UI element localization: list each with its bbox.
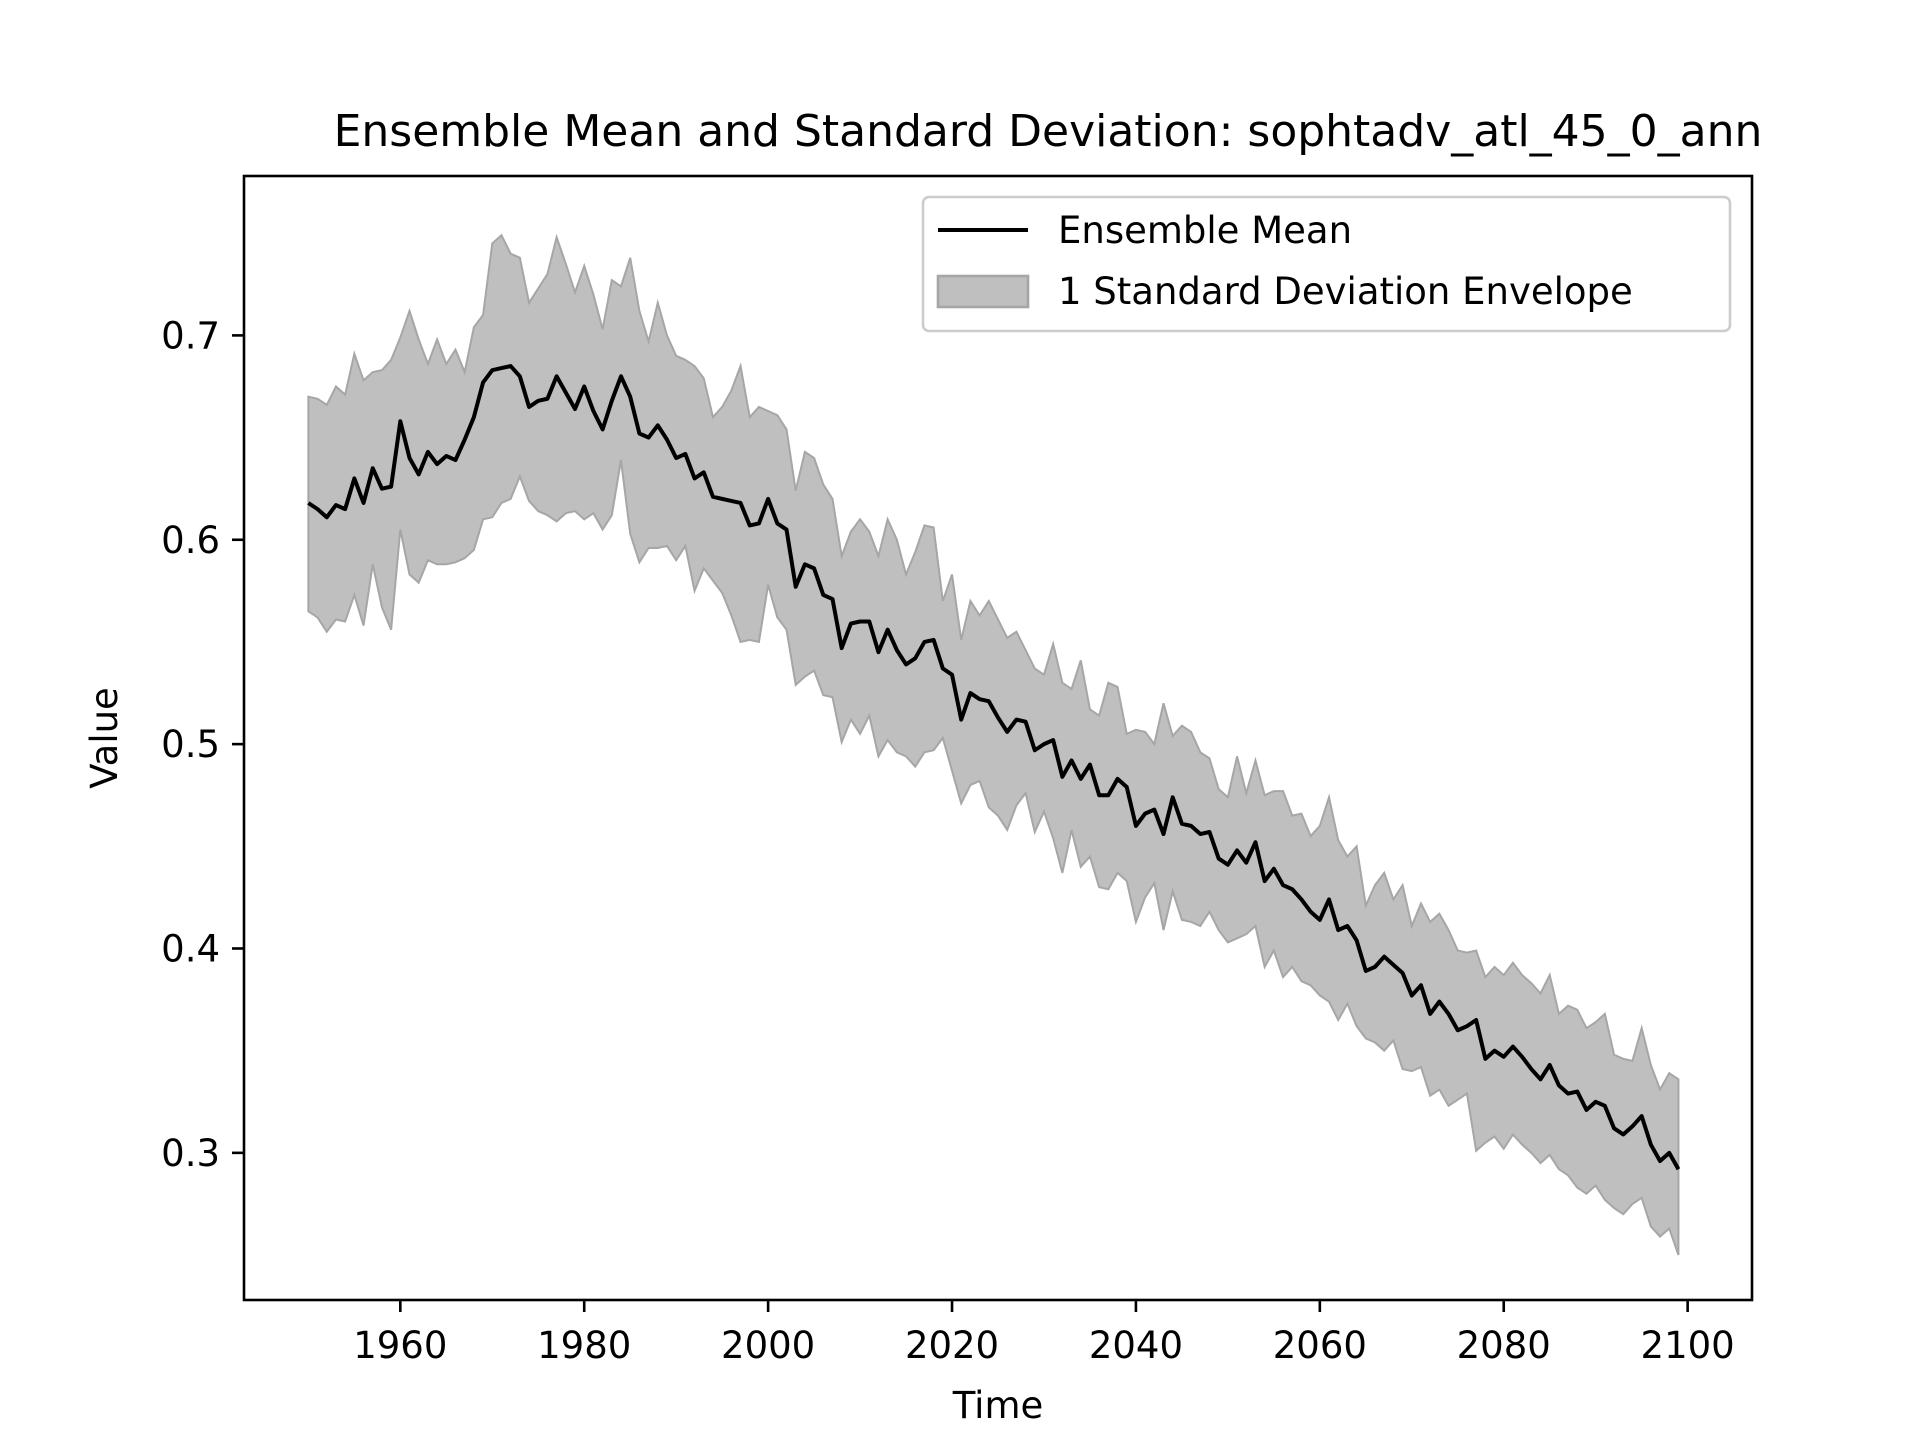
legend-envelope-swatch xyxy=(936,274,1030,309)
x-tick-label: 1960 xyxy=(353,1324,447,1367)
x-axis-ticks: 1960 1980 2000 2020 2040 2060 2080 2100 xyxy=(353,1300,1735,1367)
y-axis-ticks: 0.3 0.4 0.5 0.6 0.7 xyxy=(161,314,244,1175)
y-tick-label: 0.4 xyxy=(161,927,220,970)
x-tick-label: 2080 xyxy=(1457,1324,1551,1367)
x-tick-label: 2040 xyxy=(1089,1324,1183,1367)
legend-box xyxy=(921,195,1732,333)
y-axis-label: Value xyxy=(83,687,126,789)
legend-mean-label: Ensemble Mean xyxy=(1058,209,1352,252)
y-tick-label: 0.7 xyxy=(161,314,220,357)
x-tick-label: 2020 xyxy=(905,1324,999,1367)
x-tick-label: 1980 xyxy=(537,1324,631,1367)
y-tick-label: 0.3 xyxy=(161,1132,220,1175)
ensemble-mean-line xyxy=(307,364,1681,1171)
legend: Ensemble Mean 1 Standard Deviation Envel… xyxy=(921,195,1732,333)
x-tick-label: 2100 xyxy=(1641,1324,1735,1367)
y-tick-label: 0.5 xyxy=(161,723,220,766)
x-tick-label: 2000 xyxy=(721,1324,815,1367)
std-envelope xyxy=(307,233,1680,1256)
chart-title: Ensemble Mean and Standard Deviation: so… xyxy=(334,106,1763,157)
legend-envelope-label: 1 Standard Deviation Envelope xyxy=(1058,270,1633,313)
x-tick-label: 2060 xyxy=(1273,1324,1367,1367)
x-axis-label: Time xyxy=(952,1384,1044,1427)
axes-frame xyxy=(242,174,1754,1302)
y-tick-label: 0.6 xyxy=(161,519,220,562)
plot-area xyxy=(307,233,1681,1256)
